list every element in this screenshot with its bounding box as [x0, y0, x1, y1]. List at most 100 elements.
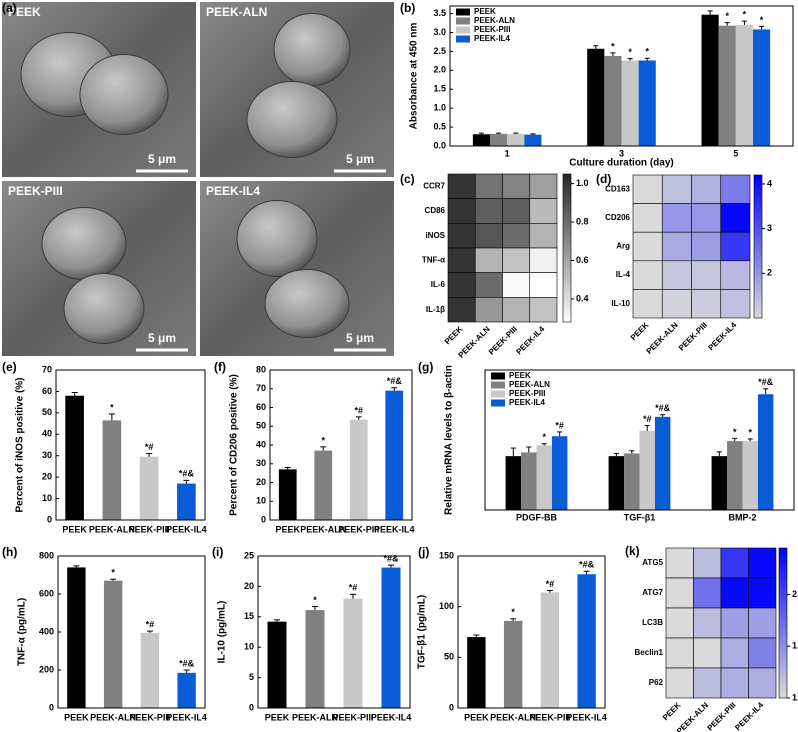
- heatmap-cell: [632, 174, 663, 204]
- bar: [604, 55, 622, 146]
- y-tick-label: 0: [261, 514, 266, 524]
- panel-label: (e): [2, 360, 17, 374]
- image-label: PEEK-ALN: [206, 5, 267, 19]
- heatmap-cell: [748, 607, 777, 639]
- significance-label: *#: [546, 579, 555, 589]
- x-tick-label: PEEK-IL4: [166, 712, 207, 722]
- y-tick-label: 30: [42, 450, 52, 460]
- heatmap-cell: [693, 667, 722, 699]
- y-tick-label: 20: [42, 472, 52, 482]
- x-tick-label: PEEK-PIII: [129, 524, 170, 534]
- y-tick-label: 10: [256, 496, 266, 506]
- x-tick-label: PEEK-IL4: [566, 712, 607, 722]
- significance-label: *: [321, 435, 325, 445]
- legend-label: PEEK: [509, 371, 531, 380]
- y-tick-label: 20: [244, 581, 254, 591]
- x-tick-label: PEEK-IL4: [374, 524, 415, 534]
- legend-swatch: [456, 17, 470, 25]
- x-tick-label: TGF-β1: [624, 512, 656, 522]
- x-tick-label: PEEK-ALN: [90, 712, 136, 722]
- x-tick-label: 1: [505, 148, 510, 158]
- row-label: IL-6: [431, 280, 446, 289]
- scale-label: 5 μm: [346, 331, 374, 345]
- x-tick-label: PEEK-ALN: [490, 712, 536, 722]
- legend-swatch: [456, 26, 470, 34]
- y-axis-label: Percent of iNOS positive (%): [15, 377, 26, 512]
- significance-label: *: [313, 595, 317, 605]
- heatmap-cell: [693, 637, 722, 669]
- legend-label: PEEK-IL4: [474, 34, 511, 43]
- bar: [551, 436, 568, 510]
- legend-label: PEEK-ALN: [509, 380, 550, 389]
- scale-label: 5 μm: [148, 331, 176, 345]
- y-tick-label: 0.0: [433, 140, 446, 150]
- image-label: PEEK-IL4: [206, 184, 260, 198]
- panel-label: (h): [2, 545, 17, 559]
- plot-frame: [484, 369, 795, 511]
- y-tick-label: 600: [39, 588, 54, 598]
- plot-frame: [55, 369, 206, 521]
- colorbar-tick-label: 2.0: [792, 589, 798, 599]
- heatmap-cell: [665, 607, 694, 639]
- heatmap-cell: [529, 272, 558, 298]
- heatmap-cell: [720, 174, 751, 204]
- legend-label: PEEK-PIII: [509, 389, 545, 398]
- heatmap-cell: [447, 223, 476, 249]
- significance-label: *#&: [655, 403, 671, 413]
- y-tick-label: 30: [256, 458, 266, 468]
- legend-label: PEEK-PIII: [474, 25, 510, 34]
- heatmap-cell: [661, 231, 692, 262]
- panel-label: (d): [596, 172, 611, 186]
- heatmap-cell: [474, 173, 503, 199]
- heatmap-cell: [748, 667, 777, 699]
- row-label: ATG7: [642, 588, 663, 597]
- column-label: PEEK: [443, 324, 465, 346]
- y-tick-label: 0: [249, 702, 254, 712]
- column-label: PEEK-IL4: [733, 700, 765, 732]
- y-tick-label: 400: [39, 626, 54, 636]
- row-label: CD206: [605, 213, 630, 222]
- heatmap-cell: [529, 198, 558, 224]
- y-tick-label: 50: [256, 421, 266, 431]
- significance-label: *: [743, 10, 747, 20]
- heatmap-cell: [720, 577, 749, 609]
- legend-swatch: [491, 381, 505, 389]
- y-tick-label: 0: [47, 514, 52, 524]
- bar: [102, 420, 122, 520]
- bar: [140, 632, 160, 708]
- bar: [524, 134, 542, 146]
- colorbar-tick-label: 4: [767, 178, 772, 188]
- colorbar-tick-label: 1.0: [792, 692, 798, 702]
- column-label: PEEK-PIII: [487, 325, 519, 357]
- heatmap-cell: [720, 203, 751, 233]
- colorbar: [753, 174, 763, 319]
- heatmap-cell: [474, 272, 503, 298]
- heatmap-cell: [693, 547, 722, 579]
- heatmap-cell: [447, 272, 476, 298]
- y-axis-label: Absorbance at 450 nm: [409, 23, 420, 130]
- legend-label: PEEK-IL4: [509, 398, 546, 407]
- plot-frame: [457, 555, 606, 709]
- significance-label: *: [645, 47, 649, 57]
- row-label: Arg: [616, 242, 630, 251]
- heatmap-cell: [529, 173, 558, 199]
- significance-label: *#&: [579, 560, 595, 570]
- y-tick-label: 150: [439, 550, 454, 560]
- heatmap-cell: [665, 667, 694, 699]
- y-tick-label: 3.0: [433, 27, 446, 37]
- y-axis-label: Relative mRNA levels to β-actin: [444, 365, 455, 515]
- heatmap-cell: [720, 547, 749, 579]
- heatmap-cell: [665, 637, 694, 669]
- significance-label: *#: [146, 619, 155, 629]
- heatmap-cell: [661, 260, 692, 290]
- bar: [385, 390, 404, 520]
- bar: [503, 620, 523, 708]
- x-tick-label: PEEK-ALN: [292, 712, 338, 722]
- significance-label: *#: [145, 442, 154, 452]
- y-tick-label: 20: [256, 477, 266, 487]
- y-tick-label: 60: [256, 402, 266, 412]
- significance-label: *: [611, 41, 615, 51]
- heatmap-cell: [474, 247, 503, 273]
- column-label: PEEK-IL4: [706, 320, 738, 352]
- colorbar: [562, 173, 572, 323]
